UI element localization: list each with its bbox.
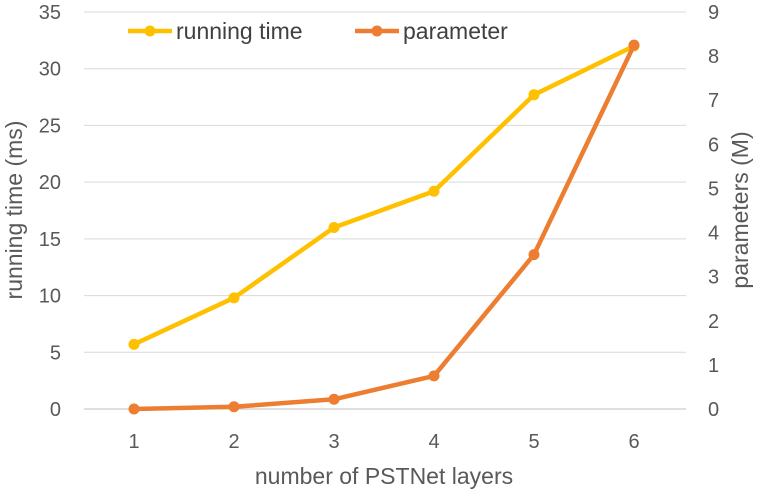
right-y-tick-label: 6: [708, 134, 719, 156]
right-y-tick-label: 5: [708, 178, 719, 200]
data-point-running-time: [128, 338, 140, 350]
data-point-parameter: [628, 39, 640, 51]
x-tick-labels: 1 2 3 4 5 6: [128, 431, 639, 453]
right-y-tick-label: 7: [708, 90, 719, 112]
data-point-parameter: [428, 370, 440, 382]
left-y-tick-label: 15: [39, 229, 61, 251]
data-point-running-time: [428, 185, 440, 197]
left-y-tick-label: 30: [39, 59, 61, 81]
data-point-running-time: [528, 89, 540, 101]
left-y-tick-label: 10: [39, 286, 61, 308]
data-point-parameter: [228, 401, 240, 413]
legend-marker-running-time: [144, 25, 156, 37]
left-y-tick-labels: 0 5 10 15 20 25 30 35: [39, 2, 61, 421]
x-tick-label: 2: [228, 431, 239, 453]
legend-label-running-time: running time: [176, 18, 303, 44]
x-axis-title: number of PSTNet layers: [255, 463, 513, 489]
right-y-tick-label: 1: [708, 355, 719, 377]
legend-label-parameter: parameter: [403, 18, 508, 44]
data-point-parameter: [328, 393, 340, 405]
x-tick-label: 1: [128, 431, 139, 453]
x-tick-label: 4: [428, 431, 439, 453]
data-point-parameter: [528, 249, 540, 261]
legend: running time parameter: [128, 18, 508, 44]
data-point-running-time: [228, 292, 240, 304]
gridlines: [84, 11, 686, 353]
right-y-tick-label: 0: [708, 399, 719, 421]
right-y-tick-label: 2: [708, 311, 719, 333]
left-y-tick-label: 25: [39, 115, 61, 137]
left-y-tick-label: 0: [50, 399, 61, 421]
left-y-tick-label: 5: [50, 342, 61, 364]
left-y-tick-label: 35: [39, 2, 61, 24]
right-y-tick-label: 4: [708, 223, 719, 245]
right-y-tick-label: 3: [708, 267, 719, 289]
legend-marker-parameter: [371, 25, 383, 37]
data-point-parameter: [128, 403, 140, 415]
data-point-running-time: [328, 222, 340, 234]
series-layer: [128, 39, 640, 415]
x-tick-label: 6: [628, 431, 639, 453]
left-y-axis-title: running time (ms): [1, 121, 27, 300]
right-y-tick-label: 8: [708, 46, 719, 68]
left-y-tick-label: 20: [39, 172, 61, 194]
x-tick-label: 5: [528, 431, 539, 453]
series-line-running-time: [131, 43, 637, 347]
right-y-axis-title: parameters (M): [727, 131, 753, 288]
right-y-tick-label: 9: [708, 2, 719, 24]
x-tick-label: 3: [328, 431, 339, 453]
right-y-tick-labels: 0 1 2 3 4 5 6 7 8 9: [708, 2, 719, 421]
series-line-parameter: [131, 42, 637, 412]
